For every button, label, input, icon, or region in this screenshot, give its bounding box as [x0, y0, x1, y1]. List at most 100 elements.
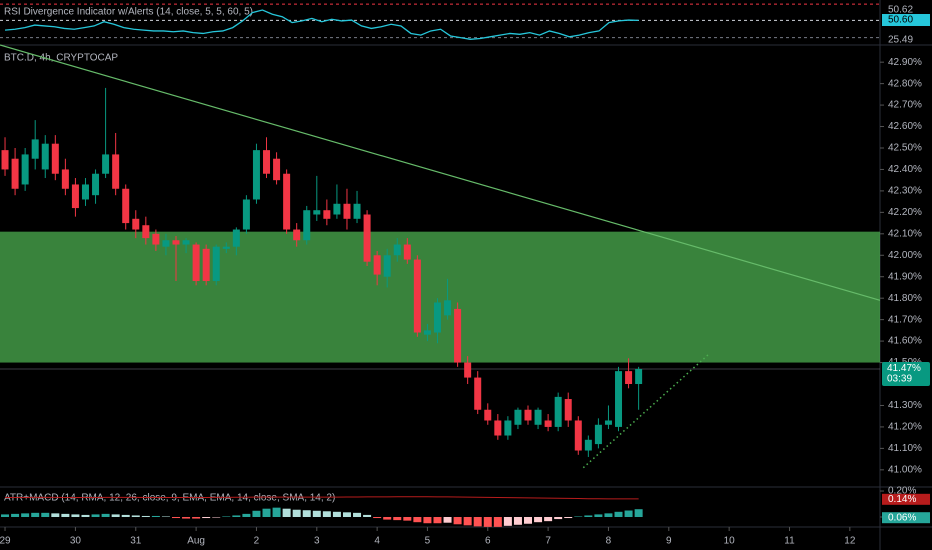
x-tick-label: 29	[0, 536, 11, 547]
candle-body	[162, 240, 170, 247]
candle-body	[454, 308, 462, 363]
atr-line	[5, 496, 639, 500]
candle-body	[604, 420, 612, 425]
candle-body	[1, 150, 9, 170]
candle-body	[313, 210, 321, 215]
x-tick-label: 10	[724, 536, 736, 547]
y-tick-label: 41.20%	[888, 422, 922, 433]
histogram-bar	[182, 517, 191, 519]
histogram-bar	[584, 515, 593, 517]
histogram-bar	[393, 517, 402, 521]
histogram-bar	[604, 513, 613, 517]
candle-body	[142, 225, 150, 239]
candle-body	[202, 248, 210, 282]
candle-body	[393, 244, 401, 256]
candle-body	[353, 203, 361, 219]
histogram-bar	[131, 515, 140, 517]
candle-body	[584, 439, 592, 451]
candle-body	[373, 255, 381, 275]
histogram-bar	[594, 514, 603, 517]
candle-body	[574, 420, 582, 451]
histogram-bar	[534, 517, 543, 523]
candle-body	[182, 240, 190, 245]
macd-title: ATR+MACD (14, RMA, 12, 26, close, 9, EMA…	[4, 493, 335, 504]
candle-body	[232, 229, 240, 247]
histogram-bar	[473, 517, 482, 527]
y-tick-label: 41.00%	[888, 464, 922, 475]
histogram-bar	[453, 517, 462, 525]
histogram-bar	[403, 517, 412, 521]
histogram-bar	[41, 512, 50, 517]
histogram-bar	[513, 517, 522, 525]
histogram-bar	[433, 517, 442, 524]
histogram-bar	[61, 513, 70, 517]
candle-body	[524, 409, 532, 421]
histogram-bar	[624, 510, 633, 517]
rsi-line	[4, 9, 639, 40]
y-tick-label: 41.10%	[888, 443, 922, 454]
trend-line	[0, 44, 881, 301]
candle-body	[252, 150, 260, 200]
candle-body	[31, 139, 39, 159]
y-tick-label: 42.90%	[888, 57, 922, 68]
histogram-bar	[564, 517, 573, 519]
histogram-bar	[262, 508, 271, 517]
y-tick-label: 41.70%	[888, 314, 922, 325]
candle-body	[122, 188, 130, 224]
candle-body	[444, 300, 452, 316]
histogram-bar	[302, 510, 311, 517]
candle-body	[71, 184, 79, 209]
x-tick-label: 7	[545, 536, 551, 547]
candle-body	[51, 143, 59, 174]
candle-body	[92, 173, 100, 196]
histogram-bar	[222, 516, 231, 517]
candle-body	[303, 210, 311, 241]
candle-body	[263, 150, 271, 174]
y-tick-label: 42.80%	[888, 78, 922, 89]
x-tick-label: 30	[70, 536, 82, 547]
candle-body	[615, 371, 623, 427]
histogram-bar	[212, 517, 221, 518]
candle-body	[464, 362, 472, 378]
y-tick-label: 42.30%	[888, 186, 922, 197]
y-tick-label: 42.70%	[888, 100, 922, 111]
x-tick-label: 3	[314, 536, 320, 547]
histogram-bar	[363, 514, 372, 517]
chart-title: BTC.D, 4h, CRYPTOCAP	[4, 53, 118, 64]
y-tick-label: 42.40%	[888, 164, 922, 175]
candle-body	[433, 302, 441, 333]
histogram-bar	[413, 517, 422, 523]
candle-body	[21, 154, 29, 185]
histogram-bar	[544, 517, 553, 522]
histogram-bar	[463, 517, 472, 526]
y-tick-label: 41.90%	[888, 271, 922, 282]
histogram-bar	[373, 517, 382, 519]
histogram-bar	[192, 517, 201, 519]
y-tick-label: 41.80%	[888, 293, 922, 304]
candle-body	[112, 154, 120, 189]
candle-body	[61, 169, 69, 189]
y-tick-label: 41.30%	[888, 400, 922, 411]
x-tick-label: 5	[425, 536, 431, 547]
histogram-bar	[111, 514, 120, 517]
candle-body	[494, 420, 502, 436]
candle-body	[11, 158, 19, 189]
histogram-bar	[31, 512, 40, 517]
candle-body	[544, 420, 552, 427]
histogram-bar	[232, 515, 241, 517]
histogram-bar	[272, 507, 281, 517]
last-price-label: 41.47%	[887, 363, 921, 374]
y-tick-label: 42.60%	[888, 121, 922, 132]
histogram-bar	[493, 517, 502, 527]
y-tick-label: 42.00%	[888, 250, 922, 261]
candle-body	[514, 409, 522, 425]
histogram-bar	[503, 517, 512, 526]
histogram-bar	[524, 517, 532, 524]
x-tick-label: 8	[606, 536, 612, 547]
y-tick-label: 41.60%	[888, 336, 922, 347]
zone	[0, 231, 880, 363]
histogram-bar	[292, 509, 301, 517]
histogram-bar	[634, 509, 643, 517]
histogram-bar	[342, 512, 351, 517]
